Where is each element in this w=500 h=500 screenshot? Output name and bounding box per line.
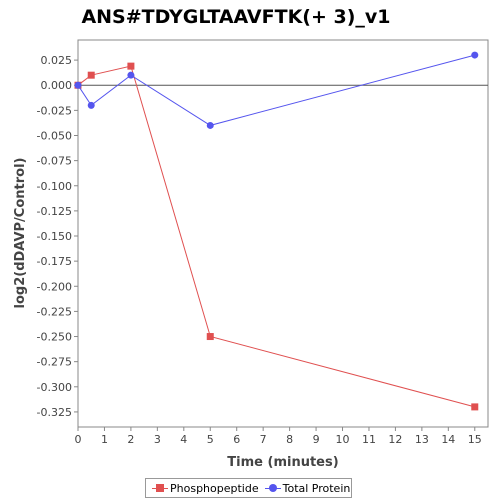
- y-tick-label: -0.050: [37, 129, 72, 142]
- data-point-total-protein: [87, 101, 95, 109]
- y-tick-label: 0.025: [41, 54, 73, 67]
- legend-item-total-protein: Total Protein: [264, 481, 351, 495]
- x-tick-label: 5: [207, 433, 214, 446]
- data-point-phosphopeptide: [87, 71, 95, 79]
- data-point-phosphopeptide: [206, 333, 214, 341]
- series-layer: [74, 51, 479, 411]
- x-tick-label: 8: [286, 433, 293, 446]
- x-axis: 0 1 2 3 4 5 6 7 8 9 10 11 12 13 14 15: [75, 427, 482, 446]
- y-axis: 0.025 0.000 -0.025 -0.050 -0.075 -0.100 -0.125…: [37, 54, 78, 419]
- x-tick-label: 7: [260, 433, 267, 446]
- x-tick-label: 9: [313, 433, 320, 446]
- y-tick-label: -0.125: [37, 205, 72, 218]
- x-tick-label: 6: [233, 433, 240, 446]
- y-tick-label: -0.225: [37, 305, 72, 318]
- y-tick-label: -0.025: [37, 104, 72, 117]
- data-point-phosphopeptide: [471, 403, 479, 411]
- data-point-total-protein: [74, 81, 82, 89]
- plot-area: [77, 39, 489, 428]
- x-tick-label: 10: [336, 433, 350, 446]
- x-tick-label: 11: [362, 433, 376, 446]
- legend-item-phosphopeptide: Phosphopeptide: [152, 482, 259, 495]
- y-tick-label: -0.325: [37, 406, 72, 419]
- legend-swatch-total-protein: [264, 483, 281, 493]
- data-point-total-protein: [127, 71, 135, 79]
- legend-circle-marker-icon: [268, 484, 277, 492]
- legend-label-phosphopeptide: Phosphopeptide: [170, 481, 259, 495]
- data-point-phosphopeptide: [127, 62, 135, 70]
- y-tick-label: -0.200: [37, 280, 72, 293]
- y-tick-label: -0.075: [37, 155, 72, 168]
- x-axis-label: Time (minutes): [227, 455, 338, 470]
- x-tick-label: 14: [441, 433, 455, 446]
- y-tick-label: -0.275: [37, 356, 72, 369]
- y-tick-label: -0.100: [37, 180, 72, 193]
- y-tick-label: -0.175: [37, 255, 72, 268]
- y-tick-label: 0.000: [41, 79, 73, 92]
- x-tick-label: 2: [127, 433, 134, 446]
- x-tick-label: 13: [415, 433, 429, 446]
- data-point-total-protein: [471, 51, 479, 59]
- chart-title: ANS#TDYGLTAAVFTK(+ 3)_v1: [81, 6, 390, 28]
- y-axis-label: log2(dDAVP/Control): [13, 158, 28, 309]
- x-tick-label: 12: [388, 433, 402, 446]
- y-tick-label: -0.250: [37, 331, 72, 344]
- x-tick-label: 1: [101, 433, 108, 446]
- legend: Phosphopeptide Total Protein: [145, 478, 352, 498]
- legend-swatch-phosphopeptide: [152, 483, 168, 493]
- y-tick-label: -0.300: [37, 381, 72, 394]
- x-tick-label: 3: [154, 433, 161, 446]
- x-tick-label: 4: [180, 433, 187, 446]
- data-point-total-protein: [206, 121, 214, 129]
- legend-square-marker-icon: [156, 484, 164, 492]
- x-tick-label: 15: [468, 433, 482, 446]
- y-tick-label: -0.150: [37, 230, 72, 243]
- legend-label-total-protein: Total Protein: [282, 481, 351, 495]
- x-tick-label: 0: [75, 433, 82, 446]
